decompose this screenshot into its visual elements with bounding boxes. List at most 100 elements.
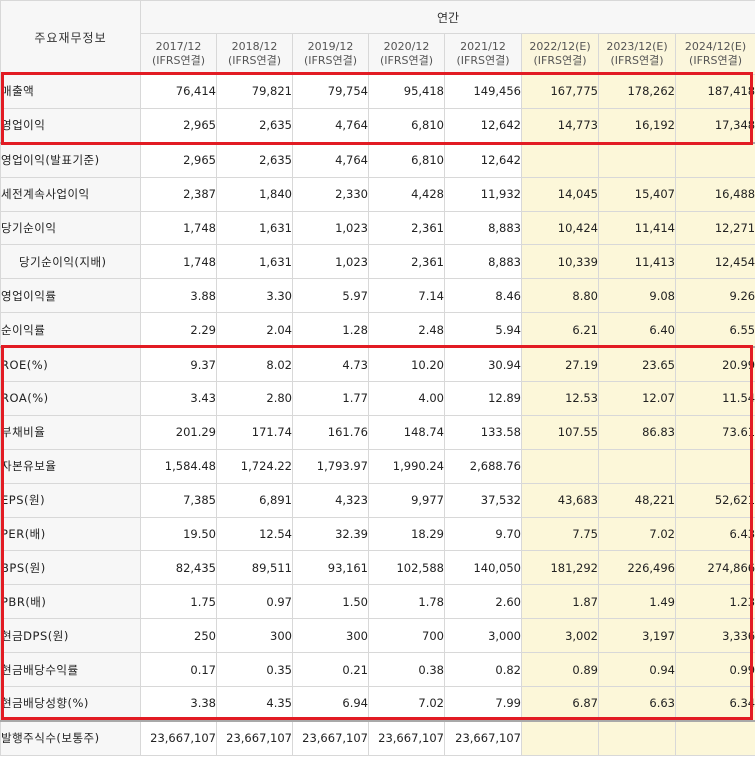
table-cell: 2,965	[140, 141, 217, 178]
table-cell: 30.94	[444, 346, 522, 383]
table-cell: 0.97	[216, 584, 293, 620]
table-row: 영업이익률 3.88 3.30 5.97 7.14 8.46 8.80 9.08 9.26	[0, 278, 755, 314]
table-cell: 1,748	[140, 244, 217, 280]
row-label: 현금배당수익률	[0, 652, 141, 688]
table-cell: 1.77	[292, 381, 369, 416]
table-cell: 82,435	[140, 550, 217, 586]
table-row: 현금DPS(원) 250 300 300 700 3,000 3,002 3,197 3,336	[0, 618, 755, 654]
table-cell: 0.35	[216, 652, 293, 688]
row-label: PER(배)	[0, 516, 141, 552]
table-cell: 4.35	[216, 686, 293, 722]
table-cell: 148.74	[368, 414, 445, 450]
year-header: 2021/12 (IFRS연결)	[444, 33, 522, 75]
table-cell: 4.73	[292, 346, 369, 383]
table-cell: 0.99	[674, 652, 755, 688]
table-cell: 11.54	[674, 381, 755, 416]
row-label: 영업이익	[0, 107, 141, 144]
row-label: 매출액	[0, 74, 141, 109]
table-cell: 171.74	[216, 414, 293, 450]
table-cell: 0.17	[140, 652, 217, 688]
table-cell: 274,866	[674, 550, 755, 586]
table-cell: 12,271	[674, 210, 755, 246]
table-cell: 9.70	[444, 516, 522, 552]
table-cell: 3,002	[521, 618, 599, 654]
table-cell: 102,588	[368, 550, 445, 586]
table-cell: 3.30	[216, 278, 293, 314]
table-cell: 133.58	[444, 414, 522, 450]
year-header: 2019/12 (IFRS연결)	[292, 33, 369, 75]
row-label: 영업이익률	[0, 278, 141, 314]
row-label: 자본유보율	[0, 448, 141, 484]
table-cell: 167,775	[521, 74, 599, 109]
table-cell: 2.60	[444, 584, 522, 620]
table-cell: 10,339	[521, 244, 599, 280]
table-cell: 23,667,107	[444, 719, 522, 756]
table-cell: 9.08	[598, 278, 676, 314]
table-row: 발행주식수(보통주) 23,667,107 23,667,107 23,667,107…	[0, 719, 755, 756]
year-basis: (IFRS연결)	[533, 54, 587, 67]
year-label: 2018/12	[231, 40, 278, 53]
table-cell: 149,456	[444, 74, 522, 109]
row-label: 영업이익(발표기준)	[0, 141, 141, 178]
row-label: 현금DPS(원)	[0, 618, 141, 654]
table-cell: 8.02	[216, 346, 293, 383]
table-cell: 89,511	[216, 550, 293, 586]
table-cell: 2,635	[216, 107, 293, 144]
table-cell: 6.40	[598, 312, 676, 348]
table-cell: 9,977	[368, 482, 445, 518]
year-basis: (IFRS연결)	[303, 54, 358, 67]
table-cell: 17,348	[674, 107, 755, 144]
table-cell: 23.65	[598, 346, 676, 383]
table-cell: 1.50	[292, 584, 369, 620]
table-cell: 1,724.22	[216, 448, 293, 484]
table-cell: 43,683	[521, 482, 599, 518]
table-row: PER(배) 19.50 12.54 32.39 18.29 9.70 7.75 7.02 6.…	[0, 516, 755, 552]
table-cell: 12.53	[521, 381, 599, 416]
row-label: 현금배당성향(%)	[0, 686, 141, 722]
table-cell: 7.02	[598, 516, 676, 552]
table-cell: 226,496	[598, 550, 676, 586]
corner-label: 주요재무정보	[0, 0, 141, 75]
table-cell: 11,932	[444, 176, 522, 212]
table-row: 영업이익 2,965 2,635 4,764 6,810 12,642 14,773 16,1…	[0, 107, 755, 144]
table-cell: 12.89	[444, 381, 522, 416]
table-cell: 95,418	[368, 74, 445, 109]
table-cell	[521, 448, 599, 484]
table-cell: 52,621	[674, 482, 755, 518]
table-cell: 14,045	[521, 176, 599, 212]
table-cell: 1,793.97	[292, 448, 369, 484]
table-row: 순이익률 2.29 2.04 1.28 2.48 5.94 6.21 6.40 6.55	[0, 312, 755, 348]
table-cell: 7.75	[521, 516, 599, 552]
table-cell: 23,667,107	[292, 719, 369, 756]
table-row: BPS(원) 82,435 89,511 93,161 102,588 140,050 18…	[0, 550, 755, 586]
table-cell: 18.29	[368, 516, 445, 552]
row-label: 당기순이익(지배)	[0, 244, 141, 280]
year-header: 2022/12(E) (IFRS연결)	[521, 33, 599, 75]
table-cell: 2,330	[292, 176, 369, 212]
table-cell: 6.55	[674, 312, 755, 348]
table-cell	[674, 141, 755, 178]
table-cell: 12.07	[598, 381, 676, 416]
table-cell: 7.99	[444, 686, 522, 722]
year-header: 2020/12 (IFRS연결)	[368, 33, 445, 75]
table-cell: 6,810	[368, 107, 445, 144]
table-cell: 6.34	[674, 686, 755, 722]
table-cell: 12,642	[444, 107, 522, 144]
year-label: 2021/12	[460, 40, 506, 53]
table-cell: 4,764	[292, 107, 369, 144]
table-cell: 1,023	[292, 210, 369, 246]
table-cell: 2,965	[140, 107, 217, 144]
year-header: 2023/12(E) (IFRS연결)	[598, 33, 676, 75]
table-cell: 0.38	[368, 652, 445, 688]
table-cell: 2.80	[216, 381, 293, 416]
table-cell: 300	[216, 618, 293, 654]
table-cell: 12.54	[216, 516, 293, 552]
table-cell: 20.99	[674, 346, 755, 383]
table-row: 부채비율 201.29 171.74 161.76 148.74 133.58 107.55…	[0, 414, 755, 450]
table-cell: 6.94	[292, 686, 369, 722]
table-cell: 161.76	[292, 414, 369, 450]
table-cell: 1,631	[216, 244, 293, 280]
table-cell: 6,891	[216, 482, 293, 518]
table-cell: 201.29	[140, 414, 217, 450]
